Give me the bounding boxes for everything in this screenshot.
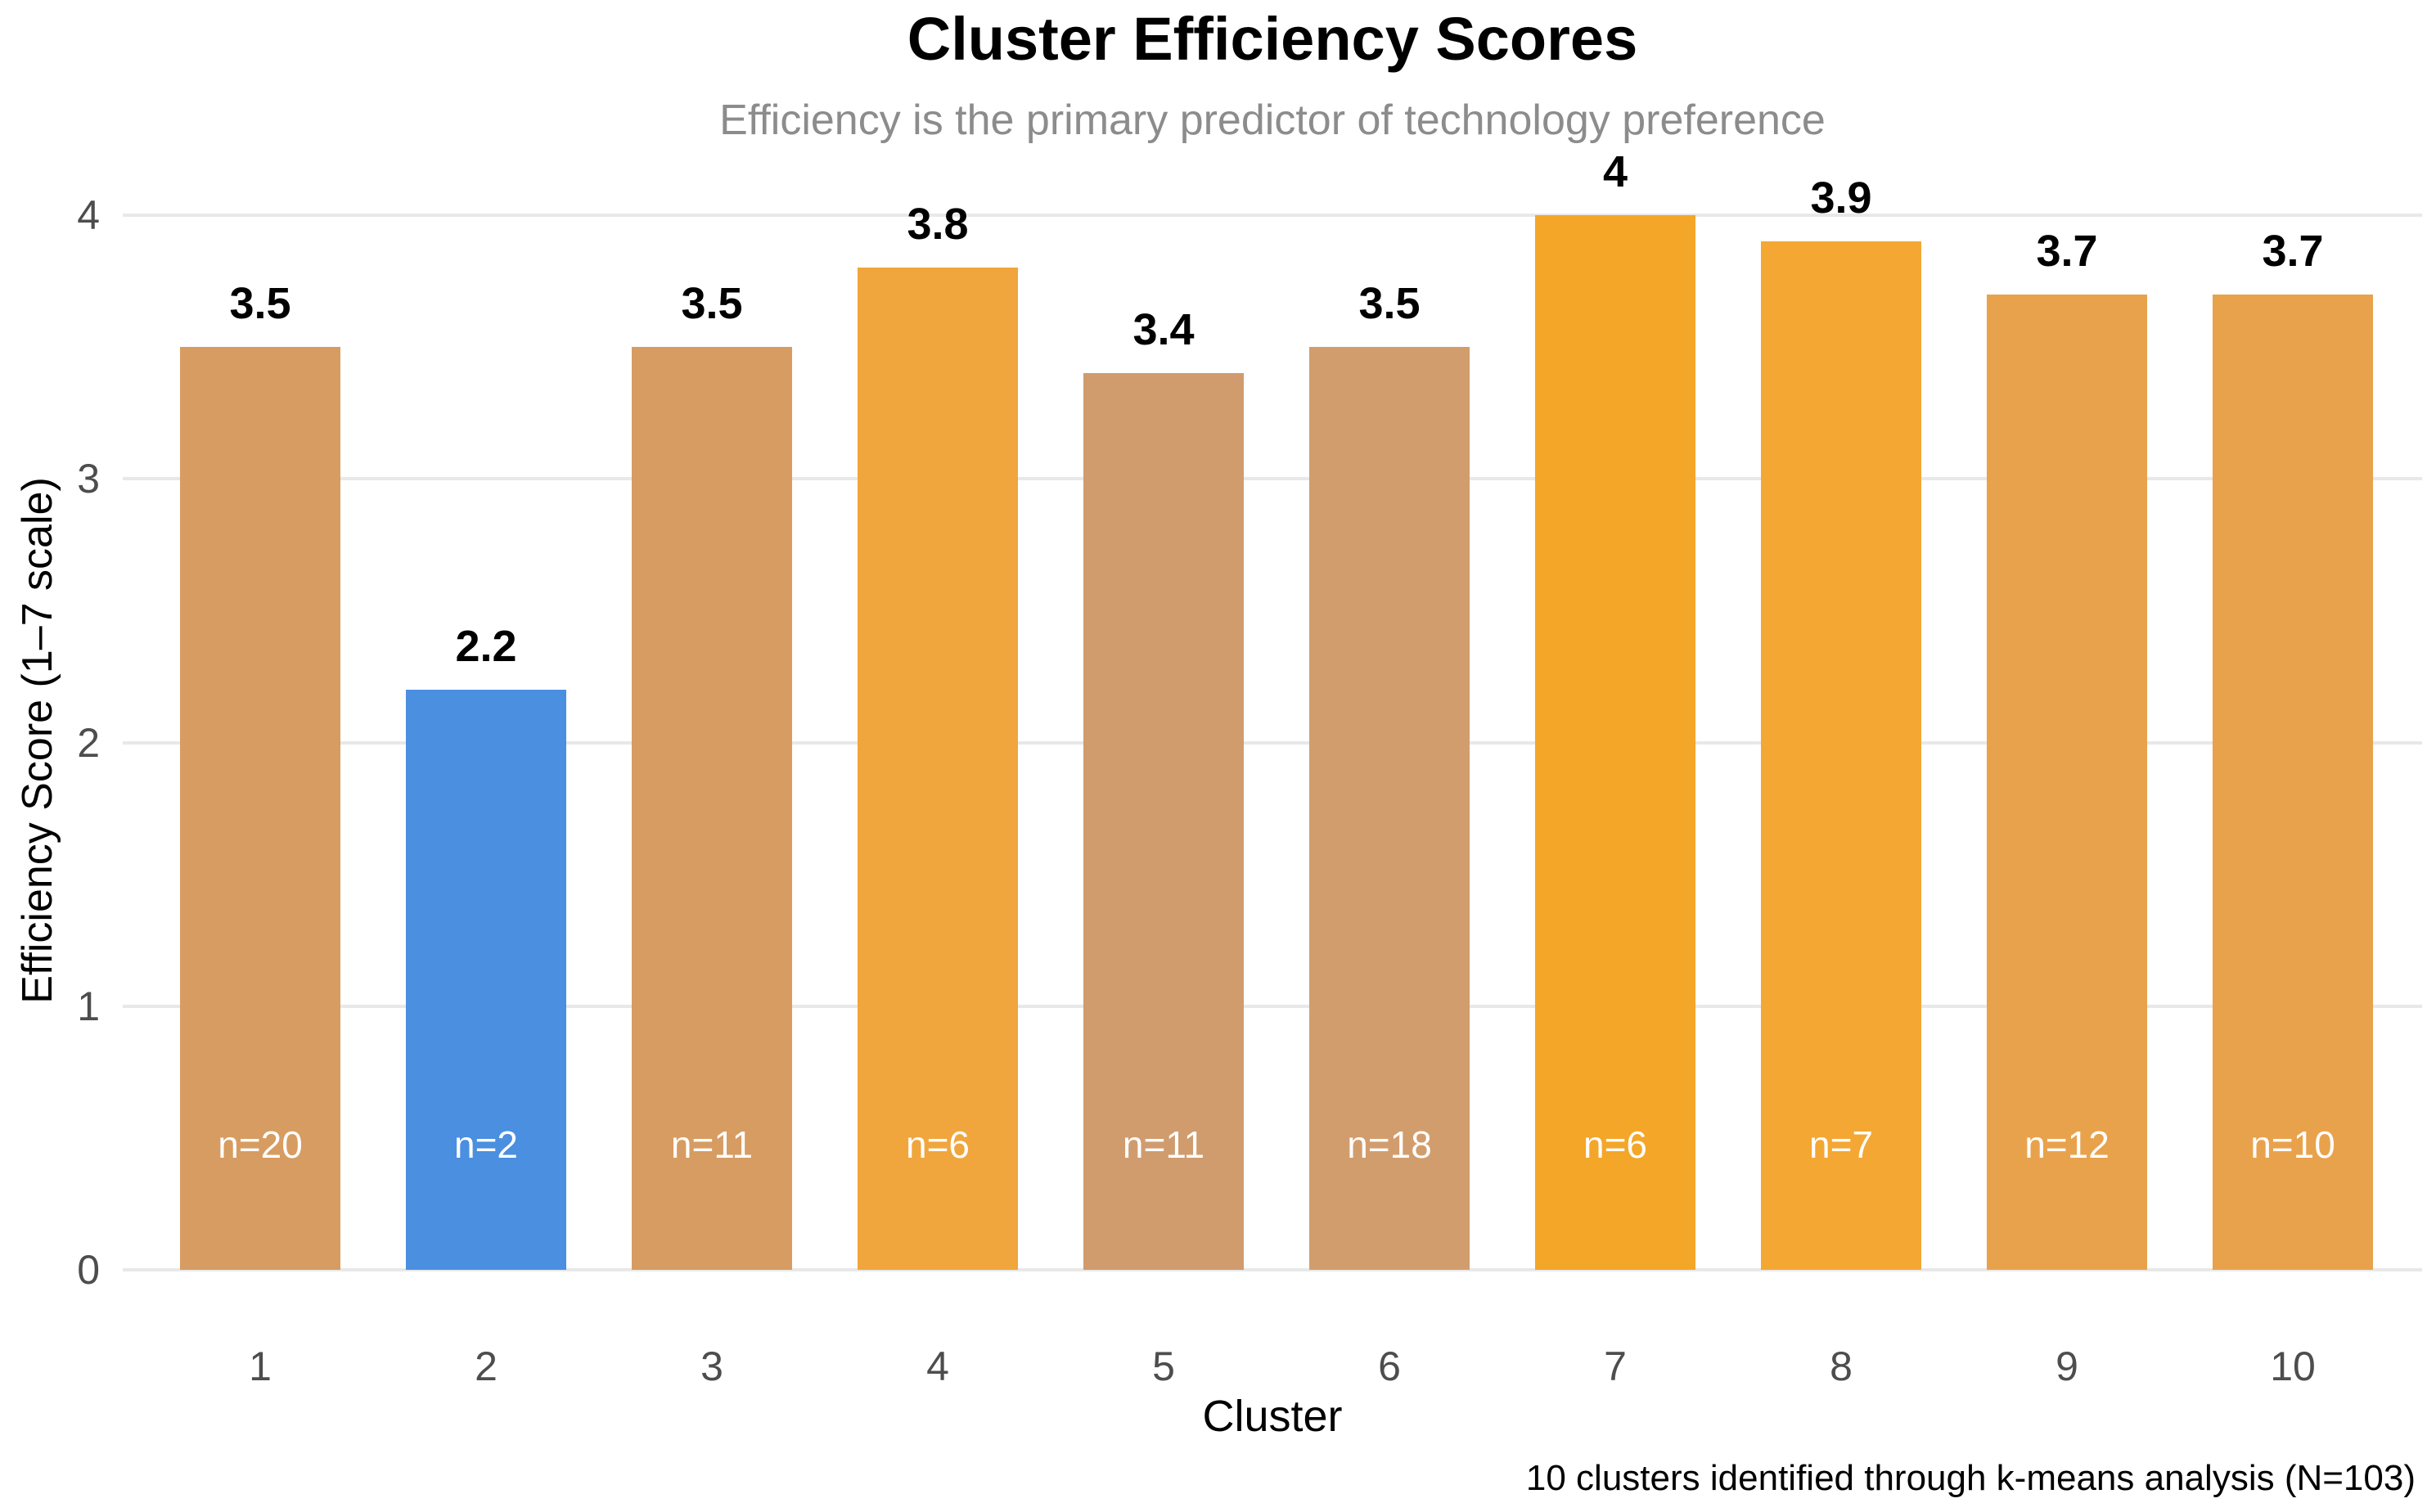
bar-cluster-10: 3.7 n=10 xyxy=(2213,227,2373,1270)
y-tick-label: 0 xyxy=(77,1247,100,1293)
bar-count-label: n=11 xyxy=(670,1123,754,1166)
bar-cluster-6: 3.5 n=18 xyxy=(1309,279,1470,1270)
bar-column-2: 2.2 n=2 xyxy=(373,215,599,1270)
bar-count-label: n=12 xyxy=(2024,1123,2110,1166)
bar-cluster-3: 3.5 n=11 xyxy=(632,279,792,1270)
x-tick-label-7: 7 xyxy=(1604,1343,1627,1389)
gridline-y-2 xyxy=(123,740,2422,745)
x-tick-label-8: 8 xyxy=(1830,1343,1853,1389)
bar-column-1: 3.5 n=20 xyxy=(147,215,373,1270)
bar-value-label: 3.7 xyxy=(2036,226,2098,276)
gridline-y-0 xyxy=(123,1268,2422,1271)
y-tick-label: 2 xyxy=(77,719,100,766)
bar-count-label: n=20 xyxy=(218,1123,303,1166)
y-tick-label: 3 xyxy=(77,456,100,502)
bar-count-label: n=2 xyxy=(453,1123,519,1166)
gridline-y-3 xyxy=(123,477,2422,481)
gridline-y-4 xyxy=(123,214,2422,217)
y-tick-label: 4 xyxy=(77,192,100,238)
bar-column-9: 3.7 n=12 xyxy=(1954,215,2180,1270)
bar-value-label: 3.4 xyxy=(1132,305,1195,355)
x-tick-label-4: 4 xyxy=(926,1343,949,1389)
bar-count-label: n=18 xyxy=(1347,1123,1432,1166)
bar-cluster-2: 2.2 n=2 xyxy=(406,622,566,1270)
x-tick-label-3: 3 xyxy=(700,1343,723,1389)
bar-column-6: 3.5 n=18 xyxy=(1277,215,1502,1270)
bar-cluster-5: 3.4 n=11 xyxy=(1083,305,1244,1270)
x-tick-label-1: 1 xyxy=(249,1343,272,1389)
x-tick-label-5: 5 xyxy=(1152,1343,1175,1389)
x-axis-ticks: 1 2 3 4 5 6 7 8 9 10 xyxy=(147,1343,2406,1389)
bar-value-label: 3.7 xyxy=(2262,226,2324,276)
chart-title: Cluster Efficiency Scores xyxy=(907,5,1638,73)
x-axis-label: Cluster xyxy=(1202,1392,1343,1441)
bar-value-label: 3.5 xyxy=(681,279,743,329)
bar-column-7: 4 n=6 xyxy=(1502,147,1728,1270)
bar-column-10: 3.7 n=10 xyxy=(2180,215,2406,1270)
bar-cluster-4: 3.8 n=6 xyxy=(858,200,1018,1270)
bar-value-label: 3.5 xyxy=(1358,279,1421,329)
bar-column-5: 3.4 n=11 xyxy=(1051,215,1277,1270)
bar-cluster-9: 3.7 n=12 xyxy=(1987,227,2147,1270)
bar-value-label: 3.5 xyxy=(229,279,291,329)
bar-count-label: n=10 xyxy=(2250,1123,2335,1166)
y-tick-label: 1 xyxy=(77,983,100,1029)
bar-value-label: 3.9 xyxy=(1810,173,1872,223)
bar-count-label: n=7 xyxy=(1808,1123,1874,1166)
bar-value-label: 2.2 xyxy=(455,622,517,672)
bar-count-label: n=6 xyxy=(1583,1123,1648,1166)
bar-count-label: n=6 xyxy=(905,1123,970,1166)
bar-column-4: 3.8 n=6 xyxy=(825,200,1051,1270)
bar-value-label: 3.8 xyxy=(907,200,969,250)
bar-cluster-7: 4 n=6 xyxy=(1535,147,1695,1270)
bar-column-8: 3.9 n=7 xyxy=(1728,173,1954,1270)
gridline-y-1 xyxy=(123,1004,2422,1008)
bar-cluster-8: 3.9 n=7 xyxy=(1761,173,1921,1270)
plot-area: 3.5 n=20 2.2 n=2 3.5 n=11 3.8 n=6 3.4 n=11 3.5 n=18… xyxy=(123,147,2422,1271)
x-tick-label-6: 6 xyxy=(1378,1343,1401,1389)
bar-value-label: 4 xyxy=(1602,147,1628,196)
bar-column-3: 3.5 n=11 xyxy=(599,215,825,1270)
bar-cluster-1: 3.5 n=20 xyxy=(180,279,340,1270)
bar-count-label: n=11 xyxy=(1122,1123,1205,1166)
x-tick-label-2: 2 xyxy=(475,1343,498,1389)
bars-container: 3.5 n=20 2.2 n=2 3.5 n=11 3.8 n=6 3.4 n=11 3.5 n=18… xyxy=(147,147,2406,1270)
x-tick-label-10: 10 xyxy=(2270,1343,2316,1389)
chart-caption: 10 clusters identified through k-means a… xyxy=(1525,1458,2416,1498)
chart-subtitle: Efficiency is the primary predictor of t… xyxy=(719,97,1826,144)
x-tick-label-9: 9 xyxy=(2056,1343,2078,1389)
